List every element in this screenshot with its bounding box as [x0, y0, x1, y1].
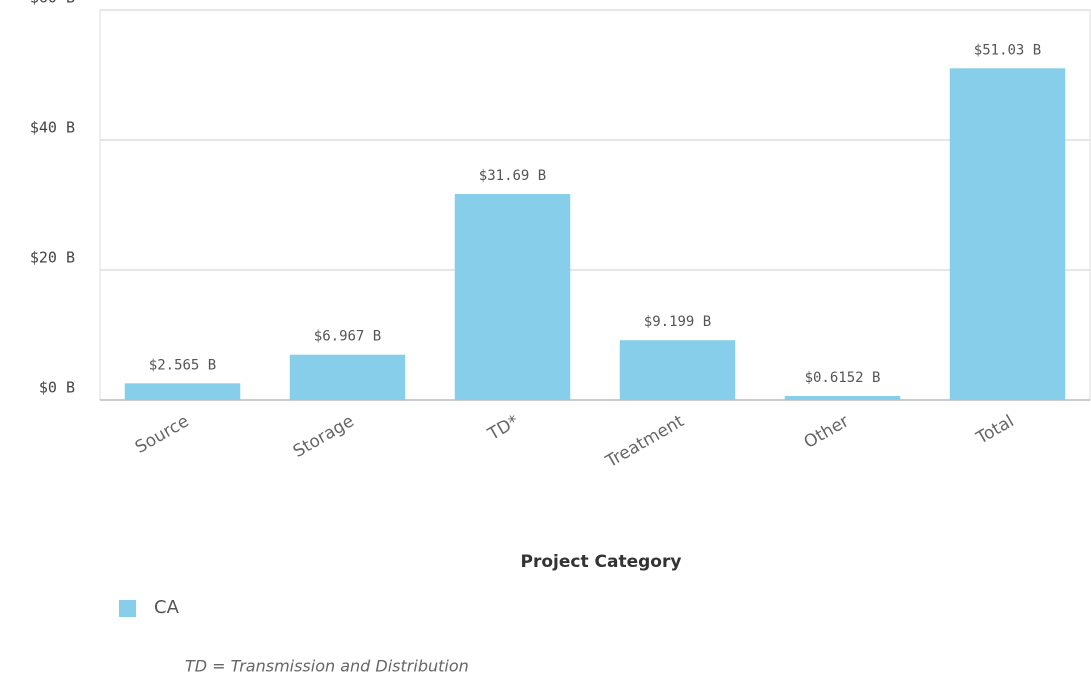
- x-tick-label: Total: [972, 411, 1017, 449]
- data-label: $9.199 B: [644, 314, 711, 330]
- x-tick-label: Source: [132, 411, 193, 458]
- x-tick-label: Other: [801, 411, 853, 452]
- x-axis-label: Project Category: [521, 552, 682, 572]
- data-label: $31.69 B: [479, 168, 546, 184]
- bar: [289, 354, 406, 400]
- x-tick-label: Storage: [290, 411, 358, 462]
- y-tick-label: $40 B: [30, 119, 75, 137]
- data-label: $51.03 B: [974, 42, 1041, 58]
- bar: [124, 383, 241, 400]
- x-tick-label: Treatment: [602, 411, 688, 472]
- footnote: TD = Transmission and Distribution: [185, 657, 469, 676]
- data-label: $6.967 B: [314, 329, 381, 345]
- plot-frame: [99, 9, 1091, 401]
- y-tick-label: $20 B: [30, 249, 75, 267]
- data-label: $2.565 B: [149, 357, 216, 373]
- x-tick-label: TD*: [484, 411, 523, 445]
- bar: [619, 340, 736, 400]
- bar: [784, 396, 901, 400]
- bar: [454, 194, 571, 400]
- y-tick-label: $60 B: [30, 0, 75, 7]
- bar: [949, 68, 1066, 401]
- y-tick-label: $0 B: [39, 379, 75, 397]
- legend-label: CA: [154, 597, 180, 618]
- legend-swatch: [119, 600, 136, 617]
- data-label: $0.6152 B: [805, 370, 881, 386]
